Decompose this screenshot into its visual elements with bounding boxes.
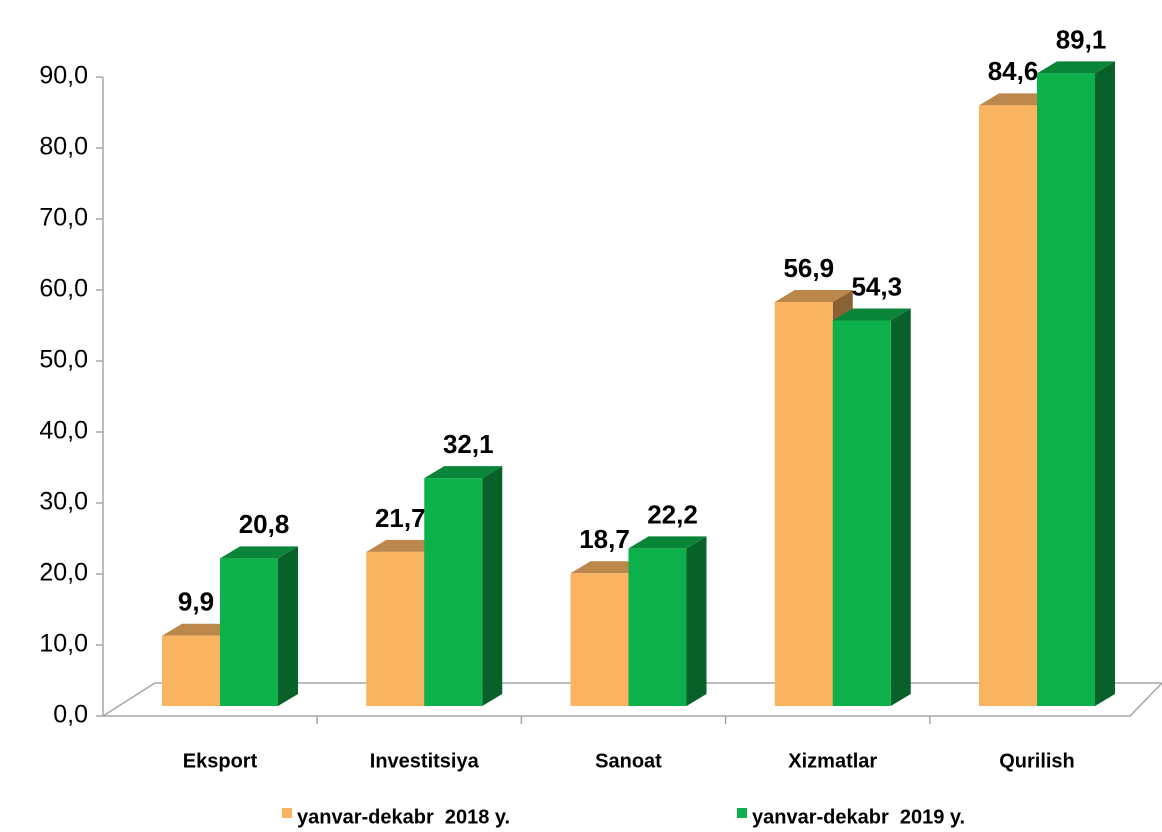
bar — [220, 546, 298, 706]
legend-swatch — [737, 808, 747, 818]
bar-side — [278, 546, 298, 706]
bar-side — [686, 536, 707, 706]
y-tick-label: 50,0 — [39, 346, 88, 374]
value-label: 18,7 — [579, 524, 630, 554]
value-label: 20,8 — [239, 509, 290, 539]
bar-top — [220, 546, 298, 559]
bar-top — [628, 536, 707, 549]
bar-side — [482, 466, 503, 706]
x-tick-label: Eksport — [183, 750, 258, 772]
value-label: 84,6 — [988, 56, 1039, 86]
value-label: 22,2 — [647, 499, 698, 529]
bar-front — [774, 302, 833, 706]
bar-top — [832, 308, 911, 321]
y-tick-label: 20,0 — [39, 559, 88, 587]
y-tick-label: 0,0 — [53, 701, 88, 729]
bar-front — [832, 320, 891, 706]
y-tick-label: 70,0 — [39, 204, 88, 232]
bar-front — [1037, 73, 1095, 706]
y-tick-label: 30,0 — [39, 488, 88, 516]
bar — [628, 536, 707, 706]
bar-side — [1095, 61, 1115, 706]
x-tick-label: Xizmatlar — [788, 750, 877, 772]
bar-front — [162, 635, 220, 706]
value-label: 9,9 — [178, 587, 214, 617]
value-label: 89,1 — [1056, 24, 1107, 54]
x-tick-label: Qurilish — [999, 750, 1075, 772]
bar-front — [570, 573, 629, 706]
value-label: 54,3 — [851, 271, 902, 301]
y-tick-label: 40,0 — [39, 417, 88, 445]
bar — [832, 308, 911, 706]
bar-top — [424, 466, 503, 479]
bar-front — [979, 105, 1037, 707]
legend-label: yanvar-dekabr 2018 y. — [297, 806, 510, 828]
bar-side — [890, 308, 911, 706]
y-tick-label: 90,0 — [39, 62, 88, 90]
legend-swatch — [282, 808, 292, 818]
value-label: 32,1 — [443, 429, 494, 459]
x-tick-label: Sanoat — [595, 750, 662, 772]
legend-label: yanvar-dekabr 2019 y. — [752, 806, 965, 828]
y-tick-label: 10,0 — [39, 630, 88, 658]
bar-front — [628, 548, 687, 706]
bar-front — [424, 478, 483, 706]
bar-top — [774, 290, 853, 303]
x-tick-label: Investitsiya — [370, 750, 480, 772]
value-label: 21,7 — [375, 503, 426, 533]
bar-front — [366, 551, 425, 706]
bar-front — [220, 558, 278, 706]
value-label: 56,9 — [783, 253, 834, 283]
y-tick-label: 80,0 — [39, 133, 88, 161]
bar — [424, 466, 503, 706]
bar-top — [1037, 61, 1115, 74]
bar — [1037, 61, 1115, 706]
y-tick-label: 60,0 — [39, 275, 88, 303]
